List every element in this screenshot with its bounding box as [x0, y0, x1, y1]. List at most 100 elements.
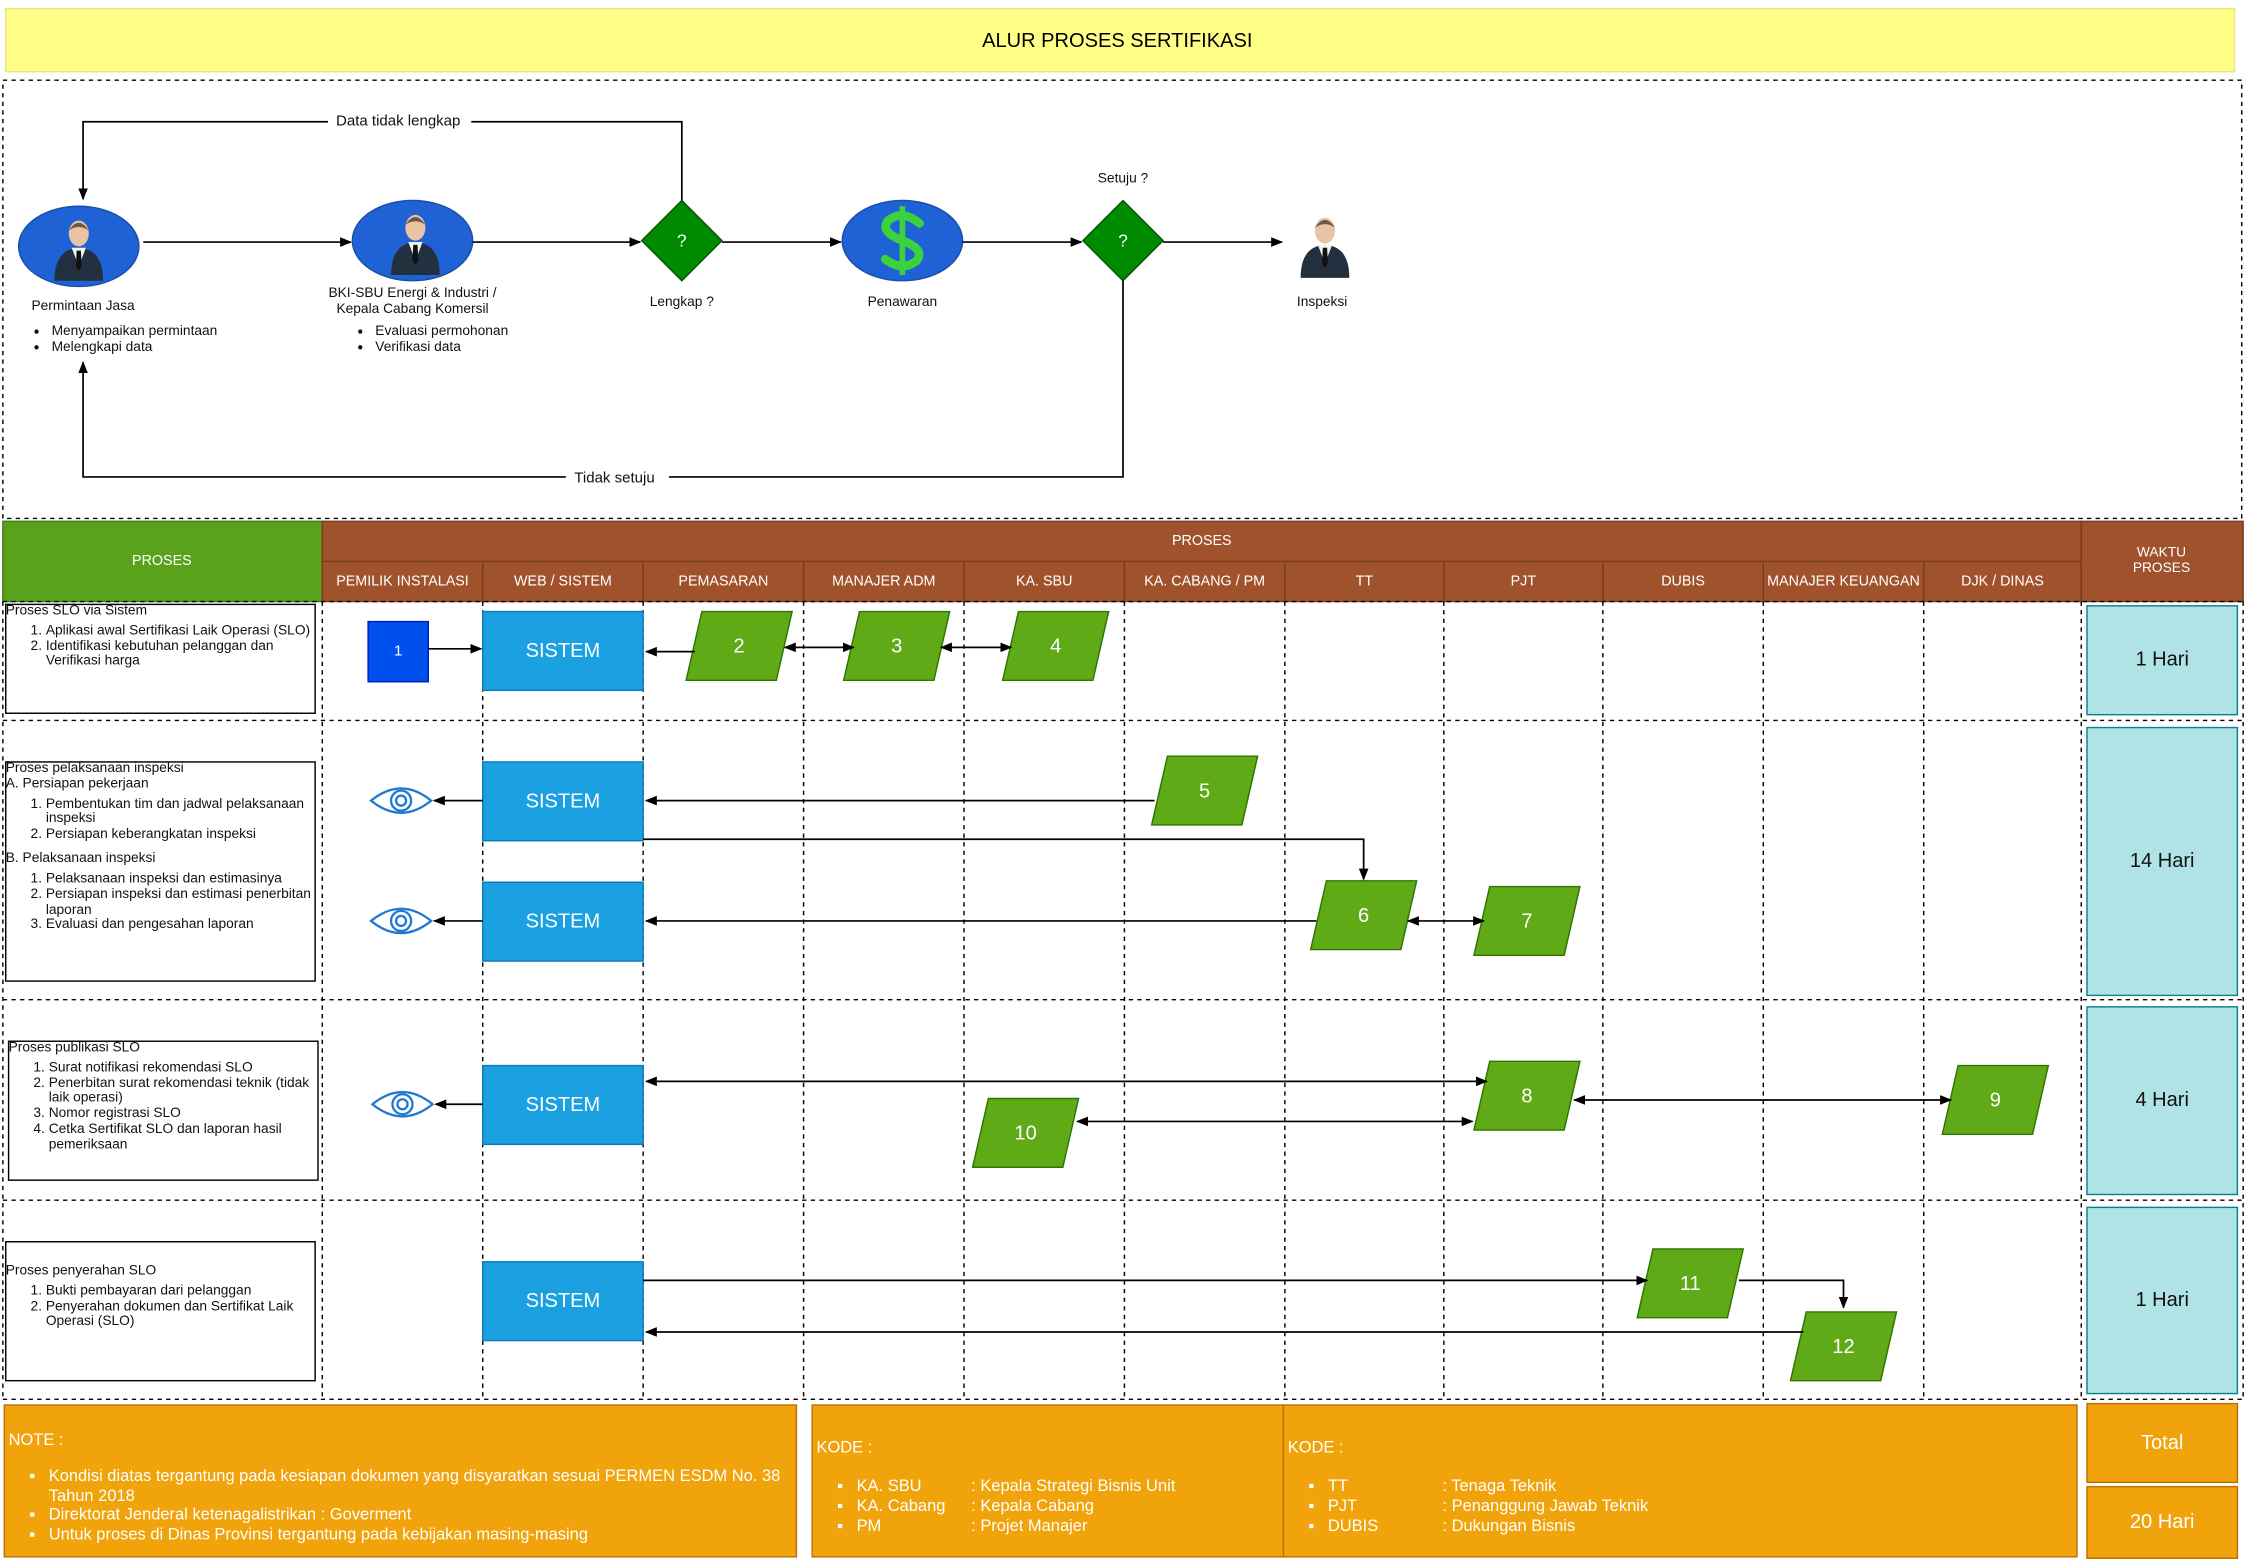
kode-heading: KODE : [816, 1438, 873, 1456]
node-label: Inspeksi [1297, 294, 1347, 309]
step-number: 4 [1050, 636, 1061, 658]
kode-desc: : Projet Manajer [971, 1518, 1088, 1536]
row-item: Pelaksanaan inspeksi dan estimasinya [46, 871, 315, 888]
system-label: SISTEM [526, 1094, 601, 1116]
eye-iris [389, 909, 413, 933]
arrow [1738, 1279, 1849, 1309]
kode-heading: KODE : [1287, 1438, 1344, 1456]
row-text: Proses SLO via Sistem Aplikasi awal Serti… [6, 604, 315, 713]
lane-header-text: PROSES [1172, 533, 1232, 549]
column-header: PEMASARAN [678, 573, 768, 589]
row-list: Pelaksanaan inspeksi dan estimasinyaPers… [6, 871, 315, 935]
system-label: SISTEM [526, 911, 601, 933]
kode-item: KA. Cabang: Kepala Cabang [857, 1498, 1280, 1518]
lane-header-left [2, 520, 324, 603]
step-shape [971, 1097, 1080, 1168]
lane-header-text: PROSES [2133, 560, 2190, 575]
kode-code: PJT [1327, 1498, 1358, 1516]
node-item: Melengkapi data [52, 339, 258, 355]
kode-item: PM: Projet Manajer [857, 1518, 1280, 1538]
time-text: 1 Hari [2135, 1289, 2188, 1311]
step-number: 9 [1990, 1090, 2001, 1112]
kode-item: DUBIS: Dukungan Bisnis [1328, 1518, 2073, 1538]
step-shape [842, 610, 951, 682]
column-header: DUBIS [1661, 573, 1705, 589]
step-number: 1 [394, 643, 402, 660]
step-number: 3 [891, 636, 902, 658]
kode-body: KODE : KA. SBU: Kepala Strategi Bisnis Un… [812, 1405, 1283, 1557]
eye-outline [369, 907, 433, 935]
time-text: 14 Hari [2130, 850, 2195, 872]
step-number: 12 [1832, 1336, 1854, 1358]
decision [640, 199, 723, 282]
flow-area [2, 79, 2243, 520]
node-item: Menyampaikan permintaan [52, 325, 258, 340]
arrow [78, 280, 1124, 478]
step-box [367, 620, 430, 683]
step-number: 11 [1680, 1273, 1701, 1295]
row-item: Persiapan keberangkatan inspeksi [46, 827, 315, 844]
row-title: Proses SLO via Sistem [5, 604, 148, 619]
system-label: SISTEM [526, 1290, 601, 1312]
eye-outline [369, 787, 433, 814]
row-item: Penyerahan dokumen dan Sertifikat Laik O… [46, 1299, 315, 1331]
node-list: Evaluasi permohonanVerifikasi data [352, 325, 581, 355]
row-text-box [5, 603, 316, 714]
person-hair [68, 222, 89, 231]
row-list: Aplikasi awal Sertifikasi Laik Operasi (… [6, 623, 315, 671]
row-text-box [7, 1040, 319, 1181]
row-list: Pembentukan tim dan jadwal pelaksanaan i… [6, 796, 315, 844]
note-item: Untuk proses di Dinas Provinsi tergantun… [49, 1527, 792, 1547]
row-title: Proses publikasi SLO [8, 1041, 140, 1056]
row-subheading: B. Pelaksanaan inspeksi [5, 850, 156, 867]
row-item: Identifikasi kebutuhan pelanggan dan Ver… [46, 639, 315, 671]
column-header: KA. CABANG / PM [1144, 573, 1265, 589]
note-list: Kondisi diatas tergantung pada kesiapan … [9, 1468, 793, 1547]
arrow [78, 120, 683, 201]
row-text: Proses penyerahan SLO Bukti pembayaran da… [6, 1242, 315, 1381]
step-shape [1473, 885, 1581, 957]
note: NOTE : Kondisi diatas tergantung pada kes… [4, 1405, 796, 1557]
node-item: Evaluasi permohonan [375, 325, 581, 340]
kode: KODE : KA. SBU: Kepala Strategi Bisnis Un… [812, 1405, 1283, 1557]
row-list: Bukti pembayaran dari pelangganPenyeraha… [6, 1283, 315, 1331]
eye-pupil [394, 914, 408, 928]
kode-desc: : Kepala Strategi Bisnis Unit [971, 1478, 1176, 1496]
row-text-body: Proses SLO via Sistem Aplikasi awal Serti… [6, 604, 315, 713]
title-bar [5, 7, 2236, 73]
node-label: BKI-SBU Energi & Industri / [328, 285, 496, 300]
node-label: Permintaan Jasa [31, 298, 135, 313]
total-box [2086, 1402, 2239, 1484]
system-box [482, 1064, 644, 1146]
kode-code: KA. Cabang [856, 1498, 946, 1516]
node-item: Verifikasi data [375, 339, 581, 355]
column-header: PEMILIK INSTALASI [336, 573, 469, 589]
eye-iris [389, 789, 413, 812]
step-number: 6 [1358, 905, 1369, 927]
kode-code: TT [1327, 1478, 1348, 1496]
row-item: Evaluasi dan pengesahan laporan [46, 918, 315, 935]
column-header: MANAJER KEUANGAN [1767, 573, 1920, 589]
row-text-body: Proses penyerahan SLO Bukti pembayaran da… [6, 1242, 315, 1381]
note-item: Direktorat Jenderal ketenagalistrikan : … [49, 1507, 792, 1527]
kode-item: PJT : Penanggung Jawab Teknik [1328, 1498, 2073, 1518]
total-label: Total [2141, 1432, 2183, 1454]
person-hair [1314, 219, 1335, 228]
row-subheading: A. Persiapan pekerjaan [5, 776, 149, 792]
row-text-body: Proses pelaksanaan inspeksi A. Persiapan … [6, 762, 315, 981]
kode-list: TT: Tenaga Teknik PJT: Penanggung Jawab T… [1288, 1478, 2073, 1537]
step-shape [1789, 1311, 1898, 1382]
person-tie [1322, 247, 1328, 268]
row-list: Surat notifikasi rekomendasi SLOPenerbit… [9, 1060, 318, 1154]
column-header: MANAJER ADM [832, 573, 935, 589]
kode-item: KA. SBU: Kepala Strategi Bisnis Unit [857, 1478, 1280, 1498]
row-item: Nomor registrasi SLO [49, 1106, 318, 1124]
kode-desc: : Penanggung Jawab Teknik [1442, 1498, 1649, 1516]
total-box [2086, 1485, 2239, 1559]
column-header: KA. SBU [1016, 573, 1072, 589]
step-shape [1309, 880, 1418, 951]
time-box [2086, 1206, 2239, 1395]
kode-code: DUBIS [1327, 1518, 1379, 1536]
row-title: Proses penyerahan SLO [5, 1263, 157, 1279]
node-items-body: Evaluasi permohonanVerifikasi data [352, 325, 581, 355]
